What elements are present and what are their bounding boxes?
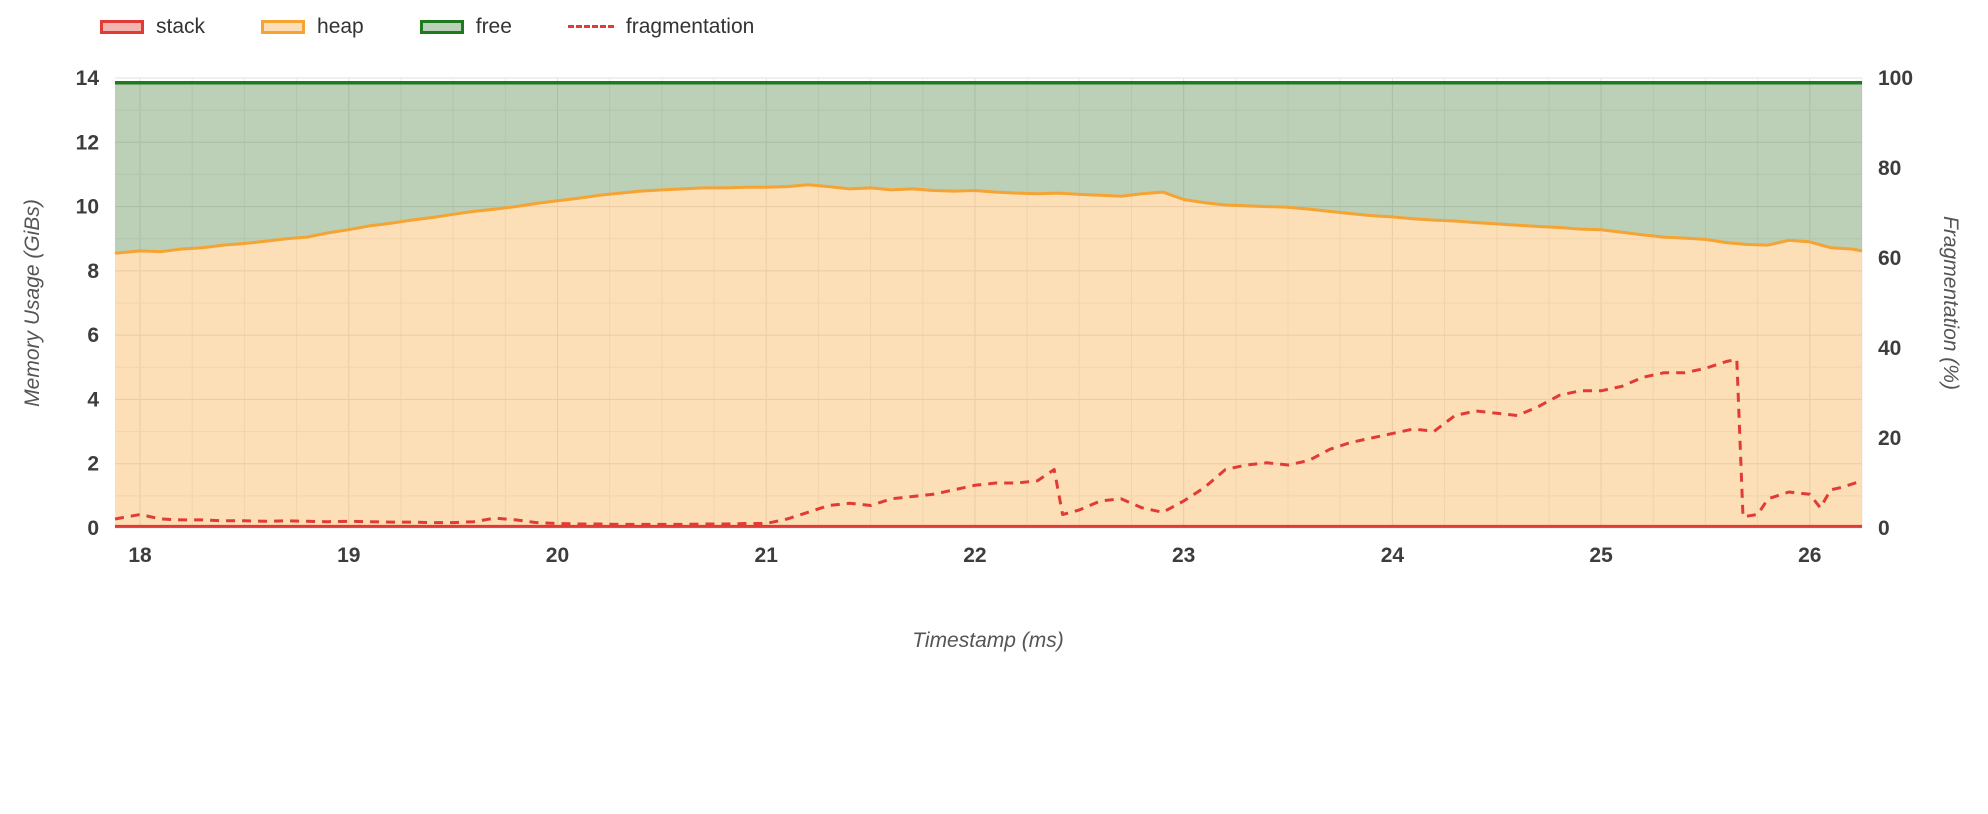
free-area <box>115 82 1862 254</box>
y-left-tick-label: 4 <box>87 388 99 411</box>
x-tick-label: 26 <box>1798 544 1821 567</box>
y-axis-title-left: Memory Usage (GiBs) <box>21 199 44 407</box>
legend-label: heap <box>317 15 364 38</box>
tick-labels: 18 19 20 21 22 23 24 25 260246810121402040608010… <box>76 67 1913 567</box>
y-right-tick-label: 20 <box>1878 427 1901 450</box>
legend-label: stack <box>156 15 206 38</box>
x-axis-title: Timestamp (ms) <box>912 629 1064 652</box>
x-tick-label: 19 <box>337 544 360 567</box>
x-tick-label: 18 <box>128 544 152 567</box>
heap-area <box>115 184 1862 528</box>
y-left-tick-label: 10 <box>76 196 99 219</box>
y-right-tick-label: 80 <box>1878 157 1901 180</box>
legend-item-stack[interactable]: stack <box>100 16 205 37</box>
y-right-tick-label: 40 <box>1878 337 1901 360</box>
legend-swatch-heap-icon <box>261 19 306 34</box>
x-tick-label: 24 <box>1381 544 1405 567</box>
gridlines <box>115 77 1863 529</box>
y-left-tick-label: 14 <box>76 67 100 90</box>
x-tick-label: 21 <box>755 544 779 567</box>
y-right-tick-label: 100 <box>1878 67 1913 90</box>
legend-swatch-free-icon <box>419 19 464 34</box>
legend-item-heap[interactable]: heap <box>261 16 364 37</box>
y-left-tick-label: 6 <box>87 324 99 347</box>
chart-legend: stack heap free fragmentation <box>100 16 754 37</box>
legend-swatch-fragmentation-icon <box>567 25 614 28</box>
y-right-tick-label: 60 <box>1878 247 1901 270</box>
x-tick-label: 20 <box>546 544 569 567</box>
heap-line <box>114 183 1863 255</box>
x-tick-label: 22 <box>963 544 986 567</box>
fragmentation-line <box>114 357 1863 526</box>
legend-label: fragmentation <box>625 15 755 38</box>
legend-item-free[interactable]: free <box>419 15 512 38</box>
y-left-tick-label: 8 <box>87 260 99 283</box>
legend-swatch-stack-icon <box>100 19 144 34</box>
x-tick-label: 25 <box>1589 544 1613 567</box>
legend-item-fragmentation[interactable]: fragmentation <box>567 15 755 38</box>
y-left-tick-label: 0 <box>87 517 99 540</box>
y-right-tick-label: 0 <box>1878 517 1890 540</box>
legend-label: free <box>475 15 512 38</box>
y-left-tick-label: 2 <box>87 453 99 476</box>
x-tick-label: 23 <box>1172 544 1195 567</box>
y-axis-title-right: Fragmentation (%) <box>1939 216 1962 390</box>
y-left-tick-label: 12 <box>76 131 99 154</box>
